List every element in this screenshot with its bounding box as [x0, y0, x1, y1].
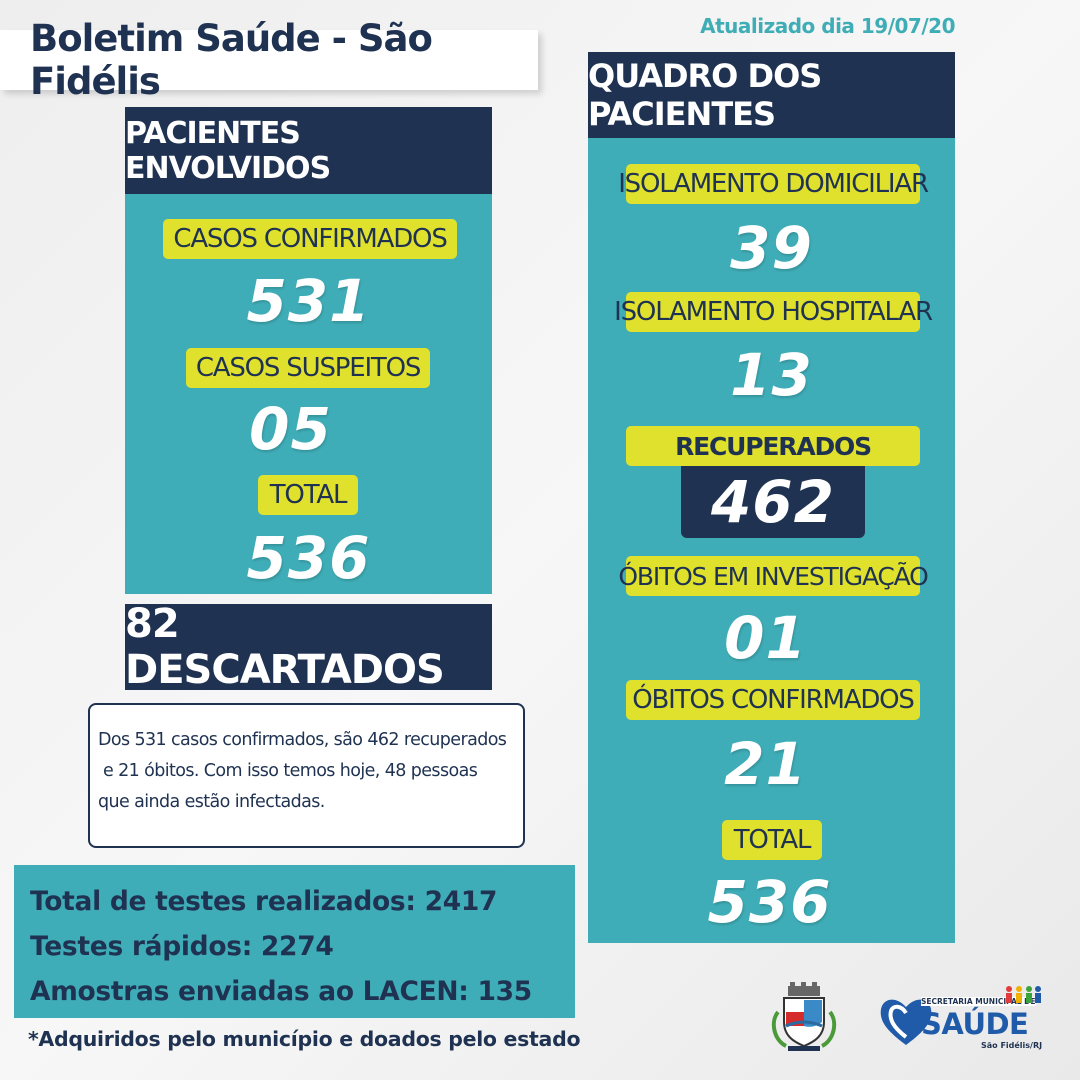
left-panel-body: CASOS CONFIRMADOS 531 CASOS SUSPEITOS 05… [125, 194, 492, 594]
updated-date: Atualizado dia 19/07/20 [700, 14, 955, 38]
tests-total: Total de testes realizados: 2417 [30, 886, 498, 917]
footnote: *Adquiridos pelo município e doados pelo… [28, 1027, 581, 1051]
home-isolation-label: ISOLAMENTO DOMICILIAR [618, 164, 929, 204]
total-label: TOTAL [258, 475, 358, 515]
hospital-isolation-label: ISOLAMENTO HOSPITALAR [614, 292, 933, 332]
people-icon [1006, 986, 1041, 1003]
note-line: e 21 óbitos. Com isso temos hoje, 48 pes… [98, 761, 478, 781]
deaths-confirmed-label: ÓBITOS CONFIRMADOS [626, 680, 920, 720]
recovered-label: RECUPERADOS [626, 426, 920, 466]
deaths-investigation-value: 01 [724, 604, 807, 672]
deaths-confirmed-value: 21 [724, 730, 807, 798]
right-total-value: 536 [707, 868, 832, 936]
saude-wordmark: SAÚDE [921, 1007, 1029, 1041]
right-panel-body: ISOLAMENTO DOMICILIAR 39 ISOLAMENTO HOSP… [588, 138, 955, 943]
right-panel-header: QUADRO DOS PACIENTES [588, 52, 955, 138]
total-value: 536 [246, 524, 371, 592]
note-line: Dos 531 casos confirmados, são 462 recup… [98, 730, 507, 750]
right-total-label: TOTAL [722, 820, 822, 860]
logo-city: São Fidélis/RJ [981, 1041, 1043, 1050]
deaths-investigation-label: ÓBITOS EM INVESTIGAÇÃO [618, 556, 929, 596]
tests-rapid: Testes rápidos: 2274 [30, 931, 334, 962]
note-line: que ainda estão infectadas. [98, 792, 325, 812]
discarded-banner: 82 DESCARTADOS [125, 601, 492, 693]
page-title: Boletim Saúde - São Fidélis [0, 17, 538, 103]
recovered-value: 462 [681, 466, 865, 538]
summary-note: Dos 531 casos confirmados, são 462 recup… [88, 703, 525, 848]
city-coat-of-arms [768, 982, 840, 1054]
tests-lacen: Amostras enviadas ao LACEN: 135 [30, 976, 532, 1007]
heart-icon [880, 999, 932, 1045]
health-secretariat-logo: SECRETARIA MUNICIPAL DE SAÚDE São Fidéli… [877, 985, 1045, 1057]
suspected-label: CASOS SUSPEITOS [186, 348, 430, 388]
secretaria-line: SECRETARIA MUNICIPAL DE [921, 997, 1036, 1006]
tests-box: Total de testes realizados: 2417 Testes … [14, 865, 575, 1018]
left-panel-header: PACIENTES ENVOLVIDOS [125, 107, 492, 194]
hospital-isolation-value: 13 [730, 341, 813, 409]
confirmed-value: 531 [246, 267, 371, 335]
confirmed-label: CASOS CONFIRMADOS [163, 219, 457, 259]
home-isolation-value: 39 [730, 214, 813, 282]
suspected-value: 05 [249, 395, 332, 463]
